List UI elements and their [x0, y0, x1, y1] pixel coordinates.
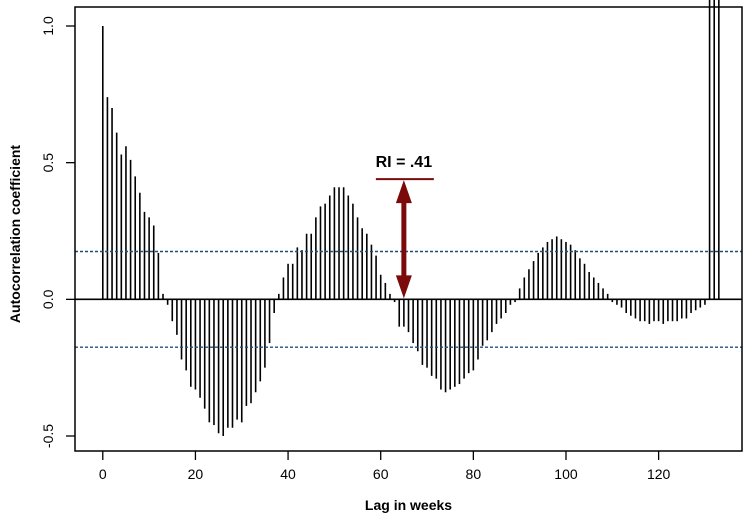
y-tick-label: 0.0	[40, 289, 56, 309]
annotation-label: RI = .41	[376, 154, 433, 171]
x-axis-title: Lag in weeks	[365, 497, 452, 513]
y-axis: -0.5 0.0 0.5 1.0	[40, 16, 75, 448]
annotation-arrowhead-top	[395, 180, 412, 204]
y-tick-label: 0.5	[40, 153, 56, 173]
x-tick-label: 60	[373, 466, 389, 482]
annotation-arrowhead-bottom	[395, 275, 412, 299]
acf-bars	[101, 0, 720, 436]
x-tick-label: 100	[554, 466, 578, 482]
x-tick-label: 0	[99, 466, 107, 482]
ri-annotation: RI = .41	[376, 154, 434, 299]
x-tick-label: 20	[188, 466, 204, 482]
x-axis: 0 20 40 60 80 100 120	[99, 451, 671, 482]
x-tick-label: 40	[280, 466, 296, 482]
x-tick-label: 80	[466, 466, 482, 482]
y-tick-label: -0.5	[40, 424, 56, 448]
x-tick-label: 120	[647, 466, 671, 482]
y-axis-title: Autocorrelation coefficient	[7, 145, 23, 323]
plot-frame	[74, 6, 743, 452]
y-tick-label: 1.0	[40, 16, 56, 36]
